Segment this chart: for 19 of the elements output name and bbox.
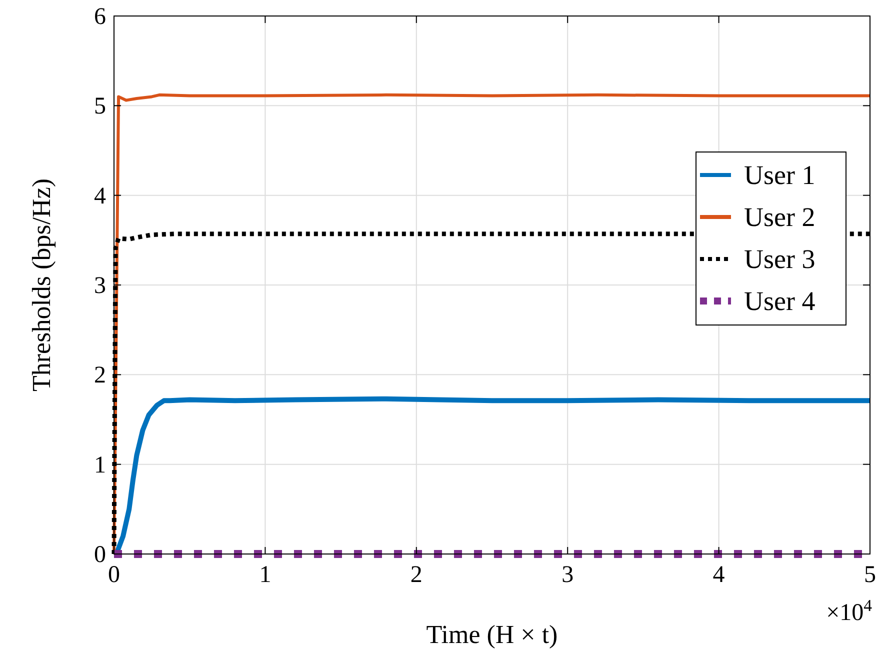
- y-axis-title: Thresholds (bps/Hz): [27, 178, 56, 392]
- x-tick-label: 1: [259, 562, 272, 588]
- x-tick-label: 4: [712, 562, 725, 588]
- y-tick-label: 3: [94, 273, 106, 299]
- x-tick-label: 3: [562, 562, 574, 588]
- y-tick-label: 0: [94, 542, 106, 568]
- y-tick-label: 1: [94, 452, 106, 478]
- legend-label: User 3: [744, 244, 816, 274]
- y-tick-label: 6: [94, 4, 106, 30]
- legend-label: User 4: [744, 286, 816, 316]
- x-axis-title: Time (H × t): [426, 620, 558, 649]
- text: ×10$^{4}$: [826, 596, 873, 626]
- y-tick-label: 4: [94, 183, 106, 210]
- x-tick-label: 5: [864, 562, 876, 588]
- legend-label: User 1: [744, 160, 816, 190]
- legend-label: User 2: [744, 202, 816, 232]
- x-tick-label: 2: [410, 562, 422, 588]
- y-tick-label: 2: [94, 362, 106, 389]
- y-tick-label: 5: [94, 94, 106, 120]
